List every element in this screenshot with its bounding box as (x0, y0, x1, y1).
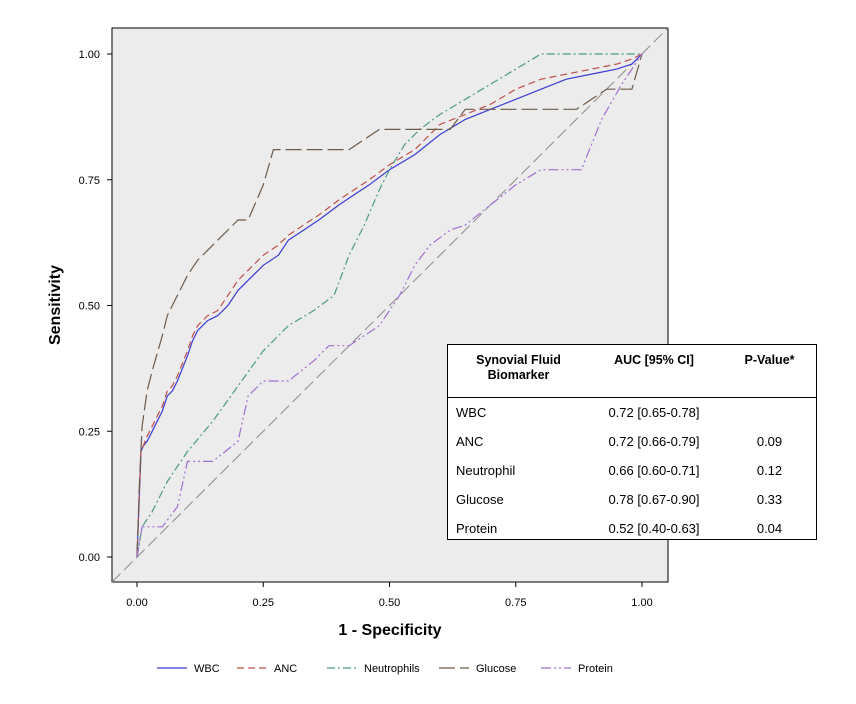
y-axis-title: Sensitivity (47, 265, 64, 345)
legend-label-anc: ANC (274, 663, 297, 675)
cell-biomarker: ANC (456, 433, 484, 449)
cell-pvalue (723, 397, 816, 427)
series-line-anc (136, 53, 643, 558)
x-axis-title: 1 - Specificity (338, 622, 441, 639)
cell-auc: 0.78 [0.67-0.90] (608, 491, 700, 507)
y-tick-label: 0.75 (79, 175, 100, 187)
table-row: Glucose 0.78 [0.67-0.90] 0.33 (448, 485, 816, 514)
table-row: ANC 0.72 [0.66-0.79] 0.09 (448, 427, 816, 456)
cell-biomarker: Glucose (456, 491, 504, 507)
series-line-protein (136, 53, 643, 558)
table-row: WBC 0.72 [0.65-0.78] (448, 397, 816, 427)
cell-pvalue: 0.12 (756, 462, 783, 478)
cell-auc: 0.52 [0.40-0.63] (608, 520, 700, 536)
series-line-glucose (136, 53, 643, 558)
header-auc: AUC [95% CI] (614, 353, 694, 367)
series-line-neutrophils (136, 53, 642, 558)
cell-pvalue: 0.04 (756, 520, 783, 536)
header-biomarker: Synovial Fluid Biomarker (476, 353, 561, 382)
cell-biomarker: WBC (456, 404, 487, 420)
reference-line (111, 27, 669, 583)
table-row: Protein 0.52 [0.40-0.63] 0.04 (448, 514, 816, 543)
legend-label-glucose: Glucose (476, 663, 516, 675)
y-tick-label: 0.25 (79, 426, 100, 438)
y-tick-label: 1.00 (79, 49, 100, 61)
cell-auc: 0.72 [0.66-0.79] (608, 433, 700, 449)
legend-label-protein: Protein (578, 663, 613, 675)
x-tick-label: 0.75 (505, 597, 526, 609)
cell-pvalue: 0.33 (756, 491, 783, 507)
legend-label-neutrophils: Neutrophils (364, 663, 420, 675)
cell-biomarker: Protein (456, 520, 498, 536)
cell-auc: 0.66 [0.60-0.71] (608, 462, 700, 478)
x-tick-label: 0.50 (379, 597, 400, 609)
series-line-wbc (136, 53, 643, 558)
y-tick-label: 0.50 (79, 301, 100, 313)
cell-biomarker: Neutrophil (456, 462, 516, 478)
cell-pvalue: 0.09 (756, 433, 783, 449)
auc-table: Synovial Fluid Biomarker AUC [95% CI] P-… (447, 344, 817, 540)
x-tick-label: 1.00 (631, 597, 652, 609)
header-pvalue: P-Value* (744, 353, 795, 367)
cell-auc: 0.72 [0.65-0.78] (608, 404, 700, 420)
table-row: Neutrophil 0.66 [0.60-0.71] 0.12 (448, 456, 816, 485)
x-tick-label: 0.25 (253, 597, 274, 609)
legend-label-wbc: WBC (194, 663, 220, 675)
x-tick-label: 0.00 (126, 597, 147, 609)
y-tick-label: 0.00 (79, 552, 100, 564)
table-header-row: Synovial Fluid Biomarker AUC [95% CI] P-… (448, 345, 816, 397)
